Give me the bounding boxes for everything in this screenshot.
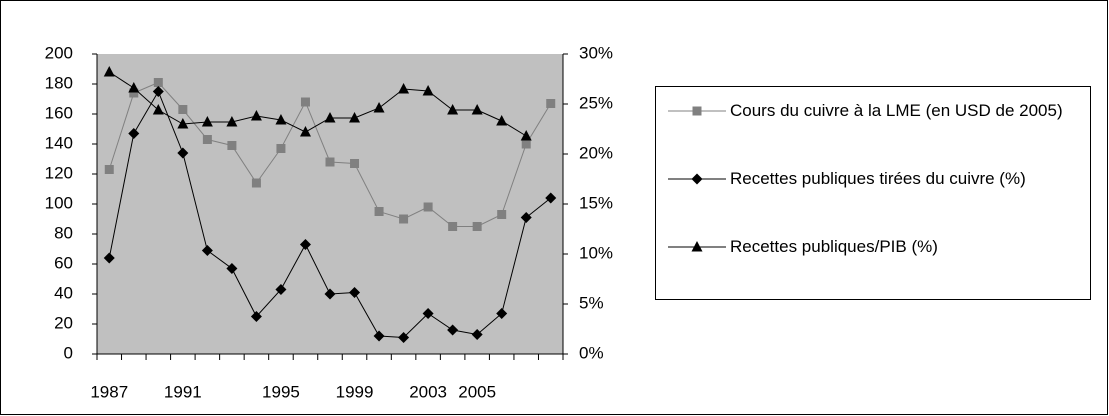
data-point [201, 116, 213, 127]
series-line [108, 71, 527, 137]
data-point [423, 202, 433, 212]
data-point [497, 210, 507, 219]
data-point [521, 139, 531, 149]
data-point [471, 329, 483, 340]
data-point [299, 126, 311, 137]
data-point [546, 99, 556, 108]
data-point [350, 159, 360, 168]
y-tick-label: 20 [54, 313, 73, 332]
data-point [250, 311, 262, 322]
data-point [448, 222, 458, 231]
y-tick-label: 40 [54, 283, 73, 302]
data-point [275, 114, 287, 125]
legend: Cours du cuivre à la LME (en USD de 2005… [655, 86, 1091, 300]
legend-swatch [668, 173, 726, 185]
data-point [250, 110, 262, 121]
data-point [153, 78, 163, 87]
data-point [177, 147, 189, 159]
data-point [201, 245, 213, 256]
data-point [129, 88, 139, 98]
data-point [374, 207, 384, 216]
data-point [226, 116, 238, 127]
data-point [325, 157, 335, 167]
legend-marker [692, 106, 702, 116]
y-tick-label: 120 [45, 163, 73, 182]
data-point [447, 324, 459, 336]
x-tick-label: 1991 [164, 382, 202, 401]
data-point [398, 332, 410, 343]
data-point [472, 222, 482, 231]
y2-tick-label: 15% [579, 193, 613, 212]
data-point [178, 105, 188, 114]
data-point [496, 115, 508, 126]
data-point [520, 212, 532, 223]
data-point [276, 144, 286, 153]
y2-tick-label: 20% [579, 143, 613, 162]
x-tick-label: 2003 [409, 382, 447, 401]
data-point [324, 112, 336, 123]
data-point [422, 308, 434, 319]
data-point [226, 263, 238, 274]
data-point [128, 128, 140, 139]
y2-tick-label: 10% [579, 243, 613, 262]
x-tick-label: 1995 [262, 382, 300, 401]
data-point [398, 83, 410, 94]
data-point [520, 130, 532, 141]
y-tick-label: 60 [54, 253, 73, 272]
data-point [324, 288, 336, 300]
y2-tick-label: 30% [579, 43, 613, 62]
legend-label: Cours du cuivre à la LME (en USD de 2005… [730, 101, 1063, 120]
data-point [275, 284, 287, 295]
y-tick-label: 160 [45, 103, 73, 122]
data-point [103, 66, 115, 77]
legend-marker [691, 241, 703, 252]
data-point [299, 239, 311, 250]
legend-label: Recettes publiques/PIB (%) [730, 237, 938, 256]
y2-tick-label: 0% [579, 343, 604, 362]
x-tick-label: 2005 [458, 382, 496, 401]
data-point [373, 330, 385, 342]
data-point [545, 192, 557, 204]
data-point [422, 85, 434, 96]
data-point [202, 135, 212, 144]
data-point [251, 178, 261, 188]
data-point [399, 214, 409, 224]
y2-tick-label: 5% [579, 293, 604, 312]
data-point [128, 82, 140, 93]
x-tick-label: 1987 [90, 382, 128, 401]
y-tick-label: 80 [54, 223, 73, 242]
y2-tick-label: 25% [579, 93, 613, 112]
data-point [496, 308, 508, 319]
legend-label: Recettes publiques tirées du cuivre (%) [730, 169, 1026, 188]
data-point [104, 165, 114, 174]
data-point [152, 86, 164, 97]
x-tick-label: 1999 [336, 382, 374, 401]
plot-area [97, 54, 563, 354]
y-tick-label: 100 [45, 193, 73, 212]
y-tick-label: 140 [45, 133, 73, 152]
data-point [349, 287, 361, 298]
data-point [152, 104, 164, 115]
data-point [373, 102, 385, 113]
data-point [471, 104, 483, 115]
data-point [103, 252, 115, 264]
legend-swatch [668, 106, 726, 116]
data-point [177, 118, 189, 129]
data-point [447, 104, 459, 115]
y-tick-label: 200 [45, 43, 73, 62]
data-point [349, 112, 361, 123]
legend-marker [691, 173, 703, 185]
y-tick-label: 180 [45, 73, 73, 92]
y-tick-label: 0 [64, 343, 73, 362]
data-point [227, 141, 237, 150]
data-point [300, 97, 310, 107]
legend-swatch [668, 241, 726, 252]
